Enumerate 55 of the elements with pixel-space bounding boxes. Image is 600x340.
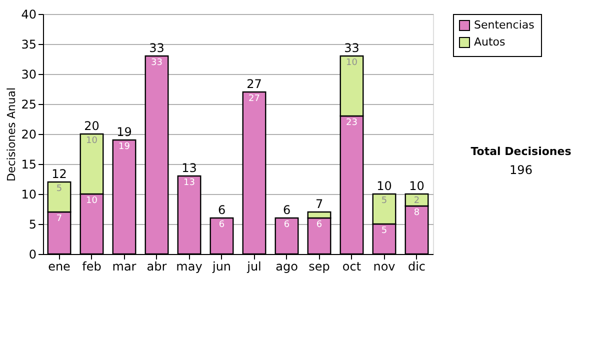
total-label: 6 [218,203,226,217]
x-tick-label: may [176,260,202,274]
y-tick-label: 15 [21,158,36,172]
y-tick-label: 40 [21,8,36,22]
data-label: 10 [86,136,98,146]
data-label: 6 [284,220,290,230]
total-label: 27 [246,77,262,91]
y-tick-label: 25 [21,98,36,112]
y-axis-title: Decisiones Anual [5,87,18,182]
x-tick-label: nov [373,260,396,274]
data-label: 2 [414,196,420,206]
x-tick-label: jun [211,260,232,274]
data-label: 10 [86,196,98,206]
x-tick-label: sep [308,260,330,274]
y-tick-label: 5 [28,218,36,232]
y-tick-label: 30 [21,68,36,82]
total-label: 10 [376,179,392,193]
data-label: 13 [184,178,195,188]
data-label: 23 [346,118,358,128]
text: Total Decisiones [470,145,572,158]
data-label: 5 [56,184,62,194]
data-label: 5 [381,226,388,236]
total-label: 12 [52,167,67,181]
total-label: 6 [282,203,291,217]
total-label: 19 [116,125,132,139]
data-label: 27 [248,94,260,104]
y-tick-label: 20 [21,128,36,142]
data-label: 7 [56,214,62,224]
total-label: 7 [315,197,324,211]
total-label: 33 [149,41,164,55]
data-label: 10 [346,58,358,68]
y-tick-label: 0 [28,248,36,262]
y-tick-label: 35 [21,38,36,52]
x-tick-label: ago [276,260,298,274]
x-tick-label: abr [146,260,167,274]
total-label: 20 [84,119,100,133]
data-label: 8 [414,208,420,218]
x-tick-label: oct [342,260,362,274]
x-tick-label: feb [82,260,102,274]
x-tick-label: mar [112,260,136,274]
x-tick-label: ene [48,260,70,274]
text: 196 [510,163,532,177]
data-label: 19 [118,142,130,152]
data-label: 6 [218,220,225,230]
data-label: 5 [381,196,388,206]
legend-label: Autos [474,36,506,48]
total-label: 13 [182,161,197,175]
legend-label: Sentencias [474,18,535,32]
total-label: 10 [409,179,424,193]
data-label: 6 [316,220,322,230]
data-label: 33 [151,58,162,68]
x-tick-label: jul [246,260,262,274]
total-label: 33 [344,41,360,55]
y-tick-label: 10 [21,188,36,202]
x-tick-label: dic [408,260,426,274]
